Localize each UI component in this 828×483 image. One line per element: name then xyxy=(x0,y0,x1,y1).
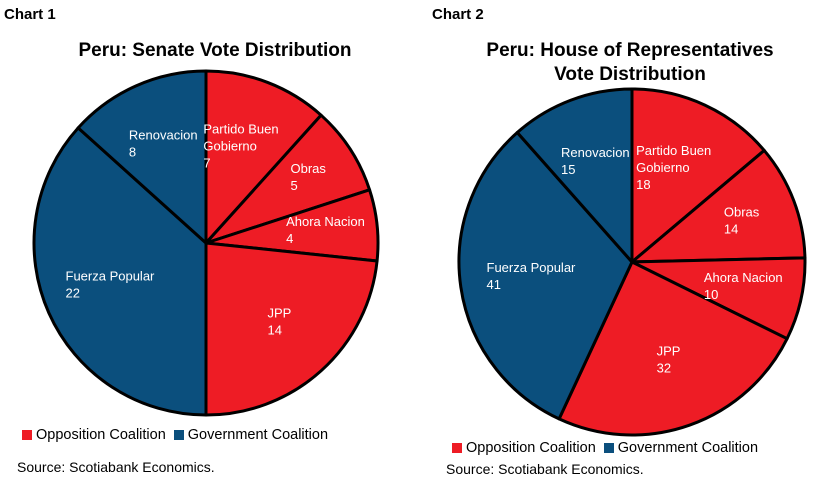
slice-name-label: Fuerza Popular xyxy=(66,269,156,284)
legend-item-opposition: Opposition Coalition xyxy=(22,427,166,443)
pie-slice-partido-buen-gobierno xyxy=(630,87,766,264)
slice-value-label: 4 xyxy=(286,231,293,246)
slice-label-ahora-nacion: Ahora Nacion 4 xyxy=(286,214,365,246)
chart-title-line: Vote Distribution xyxy=(554,64,706,85)
slice-name-label: JPP xyxy=(657,343,681,358)
chart-2-panel: Chart 2 Peru: House of Representatives V… xyxy=(414,0,828,483)
slice-value-label: 14 xyxy=(268,323,282,338)
slice-value-label: 8 xyxy=(129,145,136,160)
slice-label-ahora-nacion: Ahora Nacion 10 xyxy=(704,270,783,302)
legend-swatch-opposition xyxy=(22,430,32,440)
slice-value-label: 32 xyxy=(657,360,671,375)
legend-swatch-opposition xyxy=(452,443,462,453)
slice-name-label: Partido Buen xyxy=(203,122,278,137)
pie-slice-partido-buen-gobierno xyxy=(204,69,323,245)
slice-value-label: 14 xyxy=(724,221,738,236)
slice-value-label: 10 xyxy=(704,287,718,302)
chart-label: Chart 2 xyxy=(432,6,484,23)
slice-name-label: Gobierno xyxy=(203,139,256,154)
senate-pie-chart: Partido Buen Gobierno 7 Obras 5 Ahora Nacion 4… xyxy=(32,69,380,417)
slice-name-label: JPP xyxy=(268,306,292,321)
slice-value-label: 22 xyxy=(66,286,80,301)
pie-slice-jpp xyxy=(557,260,789,437)
chart-legend: Opposition Coalition Government Coalitio… xyxy=(22,427,336,443)
slice-value-label: 18 xyxy=(636,177,650,192)
chart-legend: Opposition Coalition Government Coalitio… xyxy=(452,440,766,456)
legend-item-opposition: Opposition Coalition xyxy=(452,440,596,456)
slice-name-label: Ahora Nacion xyxy=(286,214,365,229)
pie-slice-jpp xyxy=(204,241,379,417)
chart-title-line: Peru: House of Representatives xyxy=(486,40,774,61)
chart-title-line: Peru: Senate Vote Distribution xyxy=(78,40,352,61)
slice-name-label: Fuerza Popular xyxy=(487,260,577,275)
slice-name-label: Renovacion xyxy=(561,145,630,160)
slice-label-renovacion: Renovacion 15 xyxy=(561,145,630,177)
legend-label: Opposition Coalition xyxy=(466,440,596,456)
source-note: Source: Scotiabank Economics. xyxy=(446,461,644,477)
chart-label: Chart 1 xyxy=(4,6,56,23)
slice-label-partido-buen-gobierno: Partido Buen Gobierno 7 xyxy=(203,122,278,171)
pie-slice-renovacion xyxy=(515,87,634,264)
legend-label: Government Coalition xyxy=(617,440,759,456)
slice-value-label: 5 xyxy=(291,178,298,193)
chart-title: Peru: Senate Vote Distribution xyxy=(20,39,410,63)
legend-swatch-government xyxy=(173,430,184,440)
slice-label-obras: Obras 5 xyxy=(291,161,327,193)
slice-value-label: 41 xyxy=(487,277,501,292)
legend-item-government: Government Coalition xyxy=(173,427,329,443)
source-note: Source: Scotiabank Economics. xyxy=(17,459,215,475)
slice-label-fuerza-popular: Fuerza Popular 41 xyxy=(487,260,577,292)
pie-slice-renovacion xyxy=(76,69,208,245)
legend-label: Government Coalition xyxy=(187,427,329,443)
slice-label-jpp: JPP 32 xyxy=(657,343,681,375)
pie-slice-obras xyxy=(630,148,807,264)
chart-title: Peru: House of Representatives Vote Dist… xyxy=(430,39,828,87)
legend-label: Opposition Coalition xyxy=(36,427,166,443)
slice-label-renovacion: Renovacion 8 xyxy=(129,128,198,160)
pie-slice-fuerza-popular xyxy=(32,126,208,417)
slice-name-label: Obras xyxy=(724,204,760,219)
legend-swatch-government xyxy=(603,443,614,453)
slice-label-obras: Obras 14 xyxy=(724,204,760,236)
slice-name-label: Obras xyxy=(291,161,327,176)
slice-value-label: 7 xyxy=(203,156,210,171)
pie-slice-obras xyxy=(204,113,372,245)
slice-name-label: Renovacion xyxy=(129,128,198,143)
slice-name-label: Partido Buen xyxy=(636,143,711,158)
slice-name-label: Gobierno xyxy=(636,160,689,175)
slice-label-fuerza-popular: Fuerza Popular 22 xyxy=(66,269,156,301)
slice-value-label: 15 xyxy=(561,162,575,177)
legend-item-government: Government Coalition xyxy=(603,440,759,456)
chart-1-panel: Chart 1 Peru: Senate Vote Distribution P… xyxy=(4,6,410,475)
slice-label-jpp: JPP 14 xyxy=(268,306,292,338)
house-pie-chart: Partido Buen Gobierno 18 Obras 14 Ahora Nacio… xyxy=(457,87,807,437)
slice-label-partido-buen-gobierno: Partido Buen Gobierno 18 xyxy=(636,143,711,192)
pie-slice-fuerza-popular xyxy=(457,131,634,421)
slice-name-label: Ahora Nacion xyxy=(704,270,783,285)
